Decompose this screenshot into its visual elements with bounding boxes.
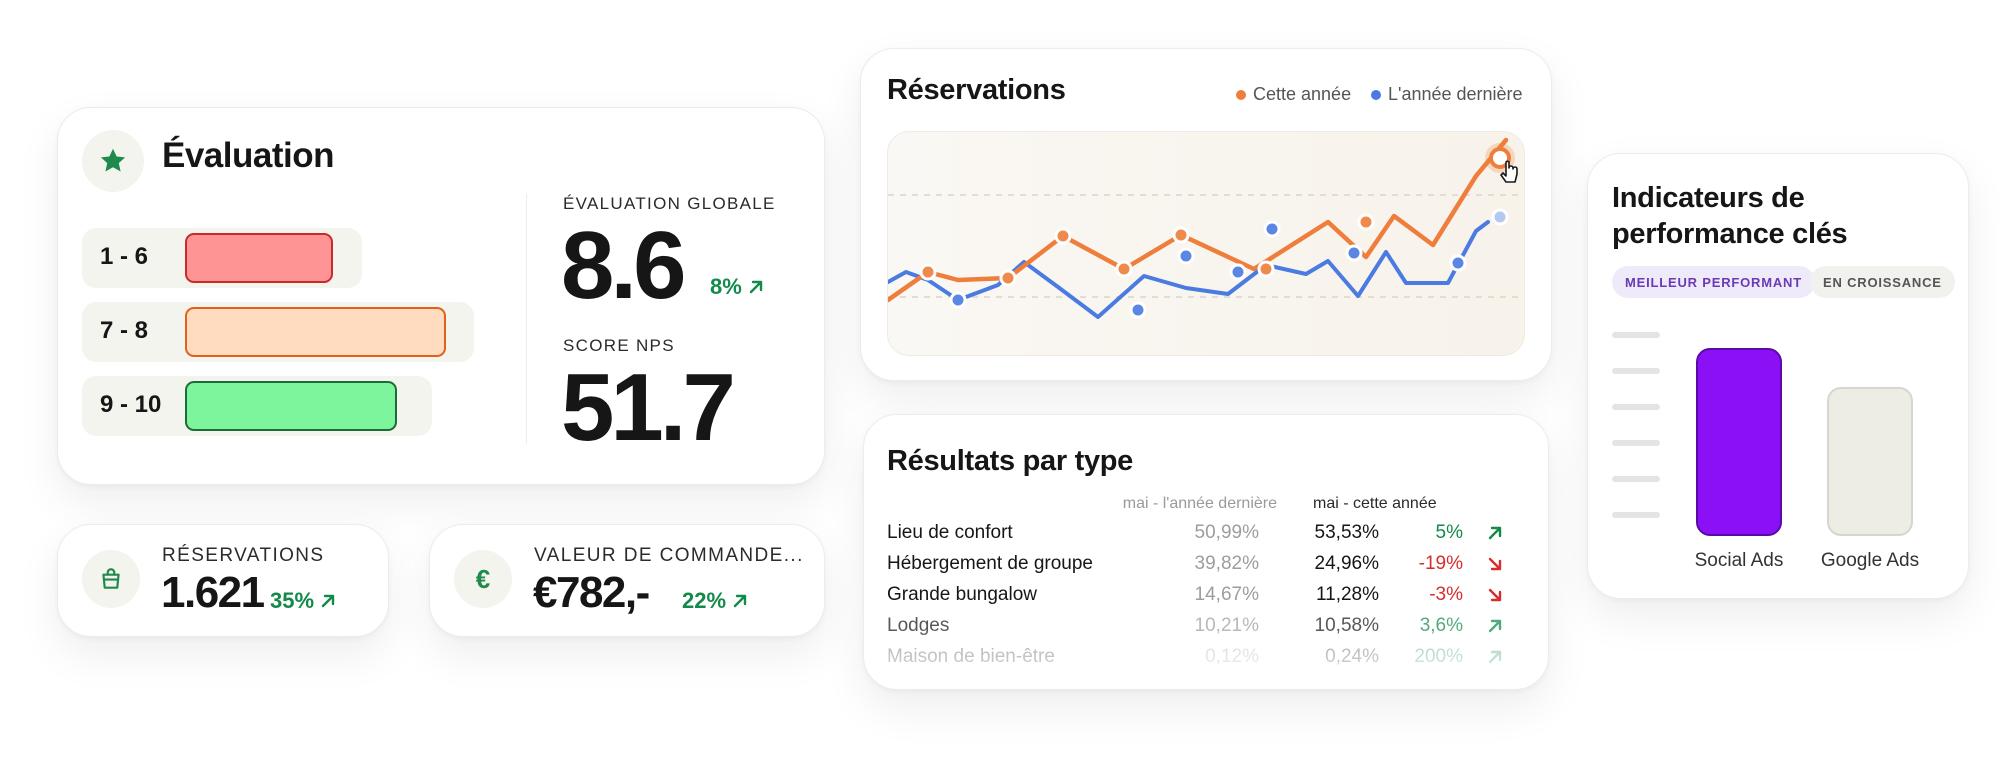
row-change: 5% [1435, 522, 1463, 543]
score-band-high: 9 - 10 [82, 376, 432, 436]
data-point[interactable] [1449, 254, 1467, 272]
row-type-name: Lieu de confort [887, 522, 1013, 543]
data-point[interactable] [1229, 263, 1247, 281]
table-row[interactable]: Lieu de confort 50,99% 53,53% 5% [887, 520, 1527, 550]
pointer-cursor-icon [1500, 160, 1518, 183]
reservations-chart-card: Réservations Cette année L'année dernièr… [860, 48, 1552, 381]
table-row[interactable]: Hébergement de groupe 39,82% 24,96% -19% [887, 551, 1527, 581]
legend-dot-icon [1371, 89, 1381, 100]
global-rating-label: ÉVALUATION GLOBALE [563, 194, 776, 213]
data-point[interactable] [919, 263, 937, 281]
data-point[interactable] [1054, 227, 1072, 245]
data-point[interactable] [1129, 301, 1147, 319]
data-point[interactable] [949, 291, 967, 309]
bar-label-google-ads: Google Ads [1820, 550, 1920, 571]
nps-value: 51.7 [561, 354, 736, 461]
row-change: -19% [1418, 553, 1463, 574]
order-value-delta: 22% [682, 588, 748, 614]
reservations-label: RÉSERVATIONS [162, 545, 325, 566]
row-value-this-year: 24,96% [1314, 553, 1379, 574]
reservations-value: 1.621 [161, 568, 265, 617]
filter-pill-growing[interactable]: EN CROISSANCE [1810, 266, 1955, 298]
legend-dot-icon [1236, 89, 1246, 100]
column-header-this-year: mai - cette année [1313, 495, 1437, 512]
axis-tick [1612, 404, 1660, 410]
order-value-label: VALEUR DE COMMANDE... [534, 545, 804, 566]
line-chart-plot[interactable] [887, 131, 1525, 356]
axis-tick [1612, 332, 1660, 338]
kpi-card: Indicateurs de performance clés MEILLEUR… [1587, 153, 1969, 599]
arrow-down-right-icon [1488, 588, 1502, 602]
band-label: 7 - 8 [100, 317, 149, 344]
band-bar-low [185, 233, 333, 283]
table-title: Résultats par type [887, 445, 1134, 477]
axis-tick [1612, 512, 1660, 518]
divider [526, 194, 527, 444]
delta-value: 35% [270, 588, 315, 613]
data-point[interactable] [1345, 244, 1363, 262]
row-type-name: Grande bungalow [887, 584, 1037, 605]
arrow-up-right-icon [733, 594, 747, 608]
bar-social-ads[interactable] [1696, 348, 1782, 536]
reservations-delta: 35% [270, 588, 336, 614]
table-row[interactable]: Grande bungalow 14,67% 11,28% -3% [887, 582, 1527, 612]
axis-tick [1612, 476, 1660, 482]
nps-label: SCORE NPS [563, 336, 675, 355]
bar-google-ads[interactable] [1827, 387, 1913, 536]
column-header-last-year: mai - l'année dernière [1122, 495, 1277, 512]
delta-value: 8% [710, 274, 742, 299]
euro-icon: € [454, 550, 512, 608]
row-change: -3% [1429, 584, 1463, 605]
global-rating-value: 8.6 [561, 212, 686, 319]
row-value-this-year: 53,53% [1314, 522, 1379, 543]
legend-last-year[interactable]: L'année dernière [1371, 84, 1523, 105]
filter-pill-top-performer[interactable]: MEILLEUR PERFORMANT [1612, 266, 1815, 298]
shopping-bag-icon [82, 550, 140, 608]
line-chart [888, 137, 1524, 319]
band-bar-high [185, 381, 397, 431]
data-point[interactable] [1172, 226, 1190, 244]
row-value-last-year: 50,99% [1194, 522, 1259, 543]
row-value-last-year: 39,82% [1194, 553, 1259, 574]
chart-title: Réservations [887, 74, 1066, 106]
data-point[interactable] [999, 269, 1017, 287]
data-point[interactable] [1491, 208, 1509, 226]
fade-overlay [864, 629, 1548, 689]
band-label: 1 - 6 [100, 243, 149, 270]
bar-label-social-ads: Social Ads [1694, 550, 1784, 571]
arrow-up-right-icon [1488, 526, 1502, 540]
reservations-summary-card: RÉSERVATIONS 1.621 35% [57, 524, 389, 637]
score-band-low: 1 - 6 [82, 228, 362, 288]
data-point[interactable] [1115, 260, 1133, 278]
series-line-this-year [888, 137, 1509, 303]
arrow-up-right-icon [321, 594, 335, 608]
legend-this-year[interactable]: Cette année [1236, 84, 1351, 105]
data-point[interactable] [1177, 247, 1195, 265]
star-icon [82, 130, 144, 192]
score-band-mid: 7 - 8 [82, 302, 474, 362]
kpi-title: Indicateurs de performance clés [1612, 182, 1848, 251]
legend-label: L'année dernière [1388, 84, 1523, 104]
band-bar-mid [185, 307, 446, 357]
row-value-this-year: 11,28% [1315, 584, 1379, 605]
global-rating-delta: 8% [710, 274, 764, 300]
delta-value: 22% [682, 588, 727, 613]
evaluation-card: Évaluation 1 - 6 7 - 8 9 - 10 ÉVALUATION… [57, 107, 825, 485]
axis-tick [1612, 368, 1660, 374]
order-value-value: €782,- [533, 568, 650, 617]
evaluation-title: Évaluation [162, 136, 334, 175]
band-label: 9 - 10 [100, 391, 162, 418]
row-value-last-year: 14,67% [1194, 584, 1259, 605]
arrow-up-right-icon [749, 280, 762, 294]
results-by-type-card: Résultats par type mai - l'année dernièr… [863, 414, 1549, 690]
data-point[interactable] [1257, 260, 1275, 278]
row-type-name: Hébergement de groupe [887, 553, 1093, 574]
data-point[interactable] [1357, 213, 1375, 231]
legend-label: Cette année [1253, 84, 1352, 104]
axis-tick [1612, 440, 1660, 446]
order-value-card: € VALEUR DE COMMANDE... €782,- 22% [429, 524, 825, 637]
arrow-down-right-icon [1488, 557, 1502, 571]
data-point-active[interactable] [1489, 147, 1511, 169]
data-point[interactable] [1263, 220, 1281, 238]
